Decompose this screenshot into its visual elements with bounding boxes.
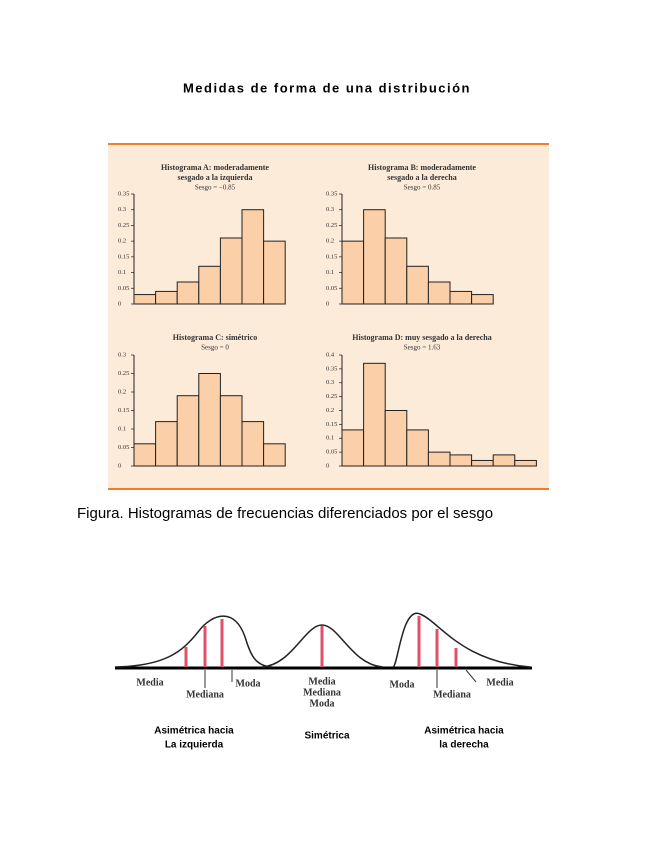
histogram-bar bbox=[341, 429, 365, 467]
histogram-bar bbox=[427, 281, 451, 305]
y-tick-label: 0.2 bbox=[326, 238, 334, 245]
y-tick-label: 0.2 bbox=[118, 388, 126, 395]
histogram-bar bbox=[198, 373, 221, 467]
histogram-title: Histograma B: moderadamente bbox=[368, 163, 476, 172]
histogram-bar bbox=[241, 421, 265, 467]
y-tick-label: 0.35 bbox=[326, 190, 337, 197]
y-tick-label: 0.1 bbox=[118, 269, 126, 276]
y-tick-label: 0.35 bbox=[118, 190, 129, 197]
histogram-bar bbox=[384, 237, 408, 305]
skew-caption: Asimétrica hacia bbox=[424, 726, 504, 737]
y-tick-label: 0.3 bbox=[118, 206, 126, 213]
y-tick-label: 0.35 bbox=[326, 365, 337, 372]
histogram-bar bbox=[341, 240, 365, 305]
histogram-subtitle: Sesgo = 0 bbox=[201, 344, 229, 352]
histogram-subtitle: Sesgo = 0.85 bbox=[404, 184, 441, 192]
histogram-bar bbox=[241, 209, 265, 305]
y-tick-label: 0.15 bbox=[118, 253, 129, 260]
histogram-title: Histograma D: muy sesgado a la derecha bbox=[352, 333, 491, 342]
y-tick-label: 0.15 bbox=[326, 421, 337, 428]
skew-label: Moda bbox=[390, 679, 415, 690]
histogram-bar bbox=[219, 237, 243, 305]
skew-caption: La izquierda bbox=[165, 740, 224, 751]
histogram-bar bbox=[176, 281, 200, 305]
y-tick-label: 0.1 bbox=[118, 425, 126, 432]
y-tick-label: 0.05 bbox=[326, 449, 337, 456]
y-tick-label: 0 bbox=[118, 462, 121, 469]
histogram-title: sesgado a la izquierda bbox=[178, 173, 253, 182]
skew-caption: Asimétrica hacia bbox=[154, 726, 234, 737]
skew-label: Mediana bbox=[303, 687, 341, 698]
skew-label: Media bbox=[308, 676, 335, 687]
histogram-bar bbox=[263, 240, 286, 305]
histogram-bar bbox=[155, 290, 178, 305]
skew-label: Moda bbox=[236, 678, 261, 689]
y-tick-label: 0.05 bbox=[118, 285, 129, 292]
y-tick-label: 0.2 bbox=[118, 238, 126, 245]
y-tick-label: 0.25 bbox=[326, 222, 337, 229]
skew-caption: la derecha bbox=[439, 740, 489, 751]
histogram-title: sesgado a la derecha bbox=[387, 173, 456, 182]
y-tick-label: 0.2 bbox=[326, 407, 334, 414]
y-tick-label: 0.1 bbox=[326, 435, 334, 442]
y-tick-label: 0.3 bbox=[118, 351, 126, 358]
histogram-bar bbox=[363, 362, 386, 467]
histogram-bar bbox=[471, 294, 494, 305]
histogram-bar bbox=[449, 290, 473, 305]
right-curve bbox=[392, 612, 531, 668]
histogram-bar bbox=[263, 443, 286, 467]
histogram-subtitle: Sesgo = −0.85 bbox=[195, 184, 236, 192]
arrow bbox=[465, 669, 477, 683]
histogram-bar bbox=[198, 265, 221, 305]
y-tick-label: 0.25 bbox=[118, 222, 129, 229]
y-tick-label: 0.3 bbox=[326, 379, 334, 386]
histogram-title: Histograma C: simétrico bbox=[173, 333, 257, 342]
y-tick-label: 0.1 bbox=[326, 269, 334, 276]
page-title: Medidas de forma de una distribución bbox=[183, 80, 471, 95]
histogram-bar bbox=[427, 451, 451, 467]
y-tick-label: 0 bbox=[326, 300, 329, 307]
y-tick-label: 0.25 bbox=[118, 370, 129, 377]
histogram-bar bbox=[384, 410, 408, 467]
histogram-bar bbox=[219, 395, 243, 467]
figure-caption: Figura. Histogramas de frecuencias difer… bbox=[77, 505, 493, 522]
histogram-bar bbox=[155, 421, 178, 467]
histogram-bar bbox=[133, 294, 157, 305]
skew-label: Media bbox=[136, 677, 163, 688]
histogram-bar bbox=[471, 459, 494, 467]
histogram-bar bbox=[406, 429, 429, 467]
skew-label: Media bbox=[486, 677, 513, 688]
histogram-bar bbox=[363, 209, 386, 305]
histogram-bar bbox=[133, 443, 157, 467]
histogram-bar bbox=[492, 454, 516, 467]
histogram-subtitle: Sesgo = 1.63 bbox=[404, 344, 441, 352]
histogram-bar bbox=[406, 265, 429, 305]
histogram-bar bbox=[449, 454, 473, 467]
histogram-title: Histograma A: moderadamente bbox=[161, 163, 269, 172]
y-tick-label: 0 bbox=[326, 462, 329, 469]
skew-diagram bbox=[114, 612, 532, 688]
skew-caption: Simétrica bbox=[304, 731, 349, 742]
skew-label: Mediana bbox=[433, 689, 471, 700]
left-curve bbox=[114, 615, 273, 668]
y-tick-label: 0.15 bbox=[326, 253, 337, 260]
skew-label: Moda bbox=[310, 698, 335, 709]
y-tick-label: 0.05 bbox=[326, 285, 337, 292]
skew-label: Mediana bbox=[186, 689, 224, 700]
y-tick-label: 0.15 bbox=[118, 407, 129, 414]
center-curve bbox=[261, 624, 384, 668]
y-tick-label: 0.4 bbox=[326, 351, 335, 358]
y-tick-label: 0.05 bbox=[118, 444, 129, 451]
y-tick-label: 0 bbox=[118, 300, 121, 307]
histogram-bar bbox=[176, 395, 200, 467]
y-tick-label: 0.3 bbox=[326, 206, 334, 213]
y-tick-label: 0.25 bbox=[326, 393, 337, 400]
histogram-bar bbox=[514, 459, 537, 467]
